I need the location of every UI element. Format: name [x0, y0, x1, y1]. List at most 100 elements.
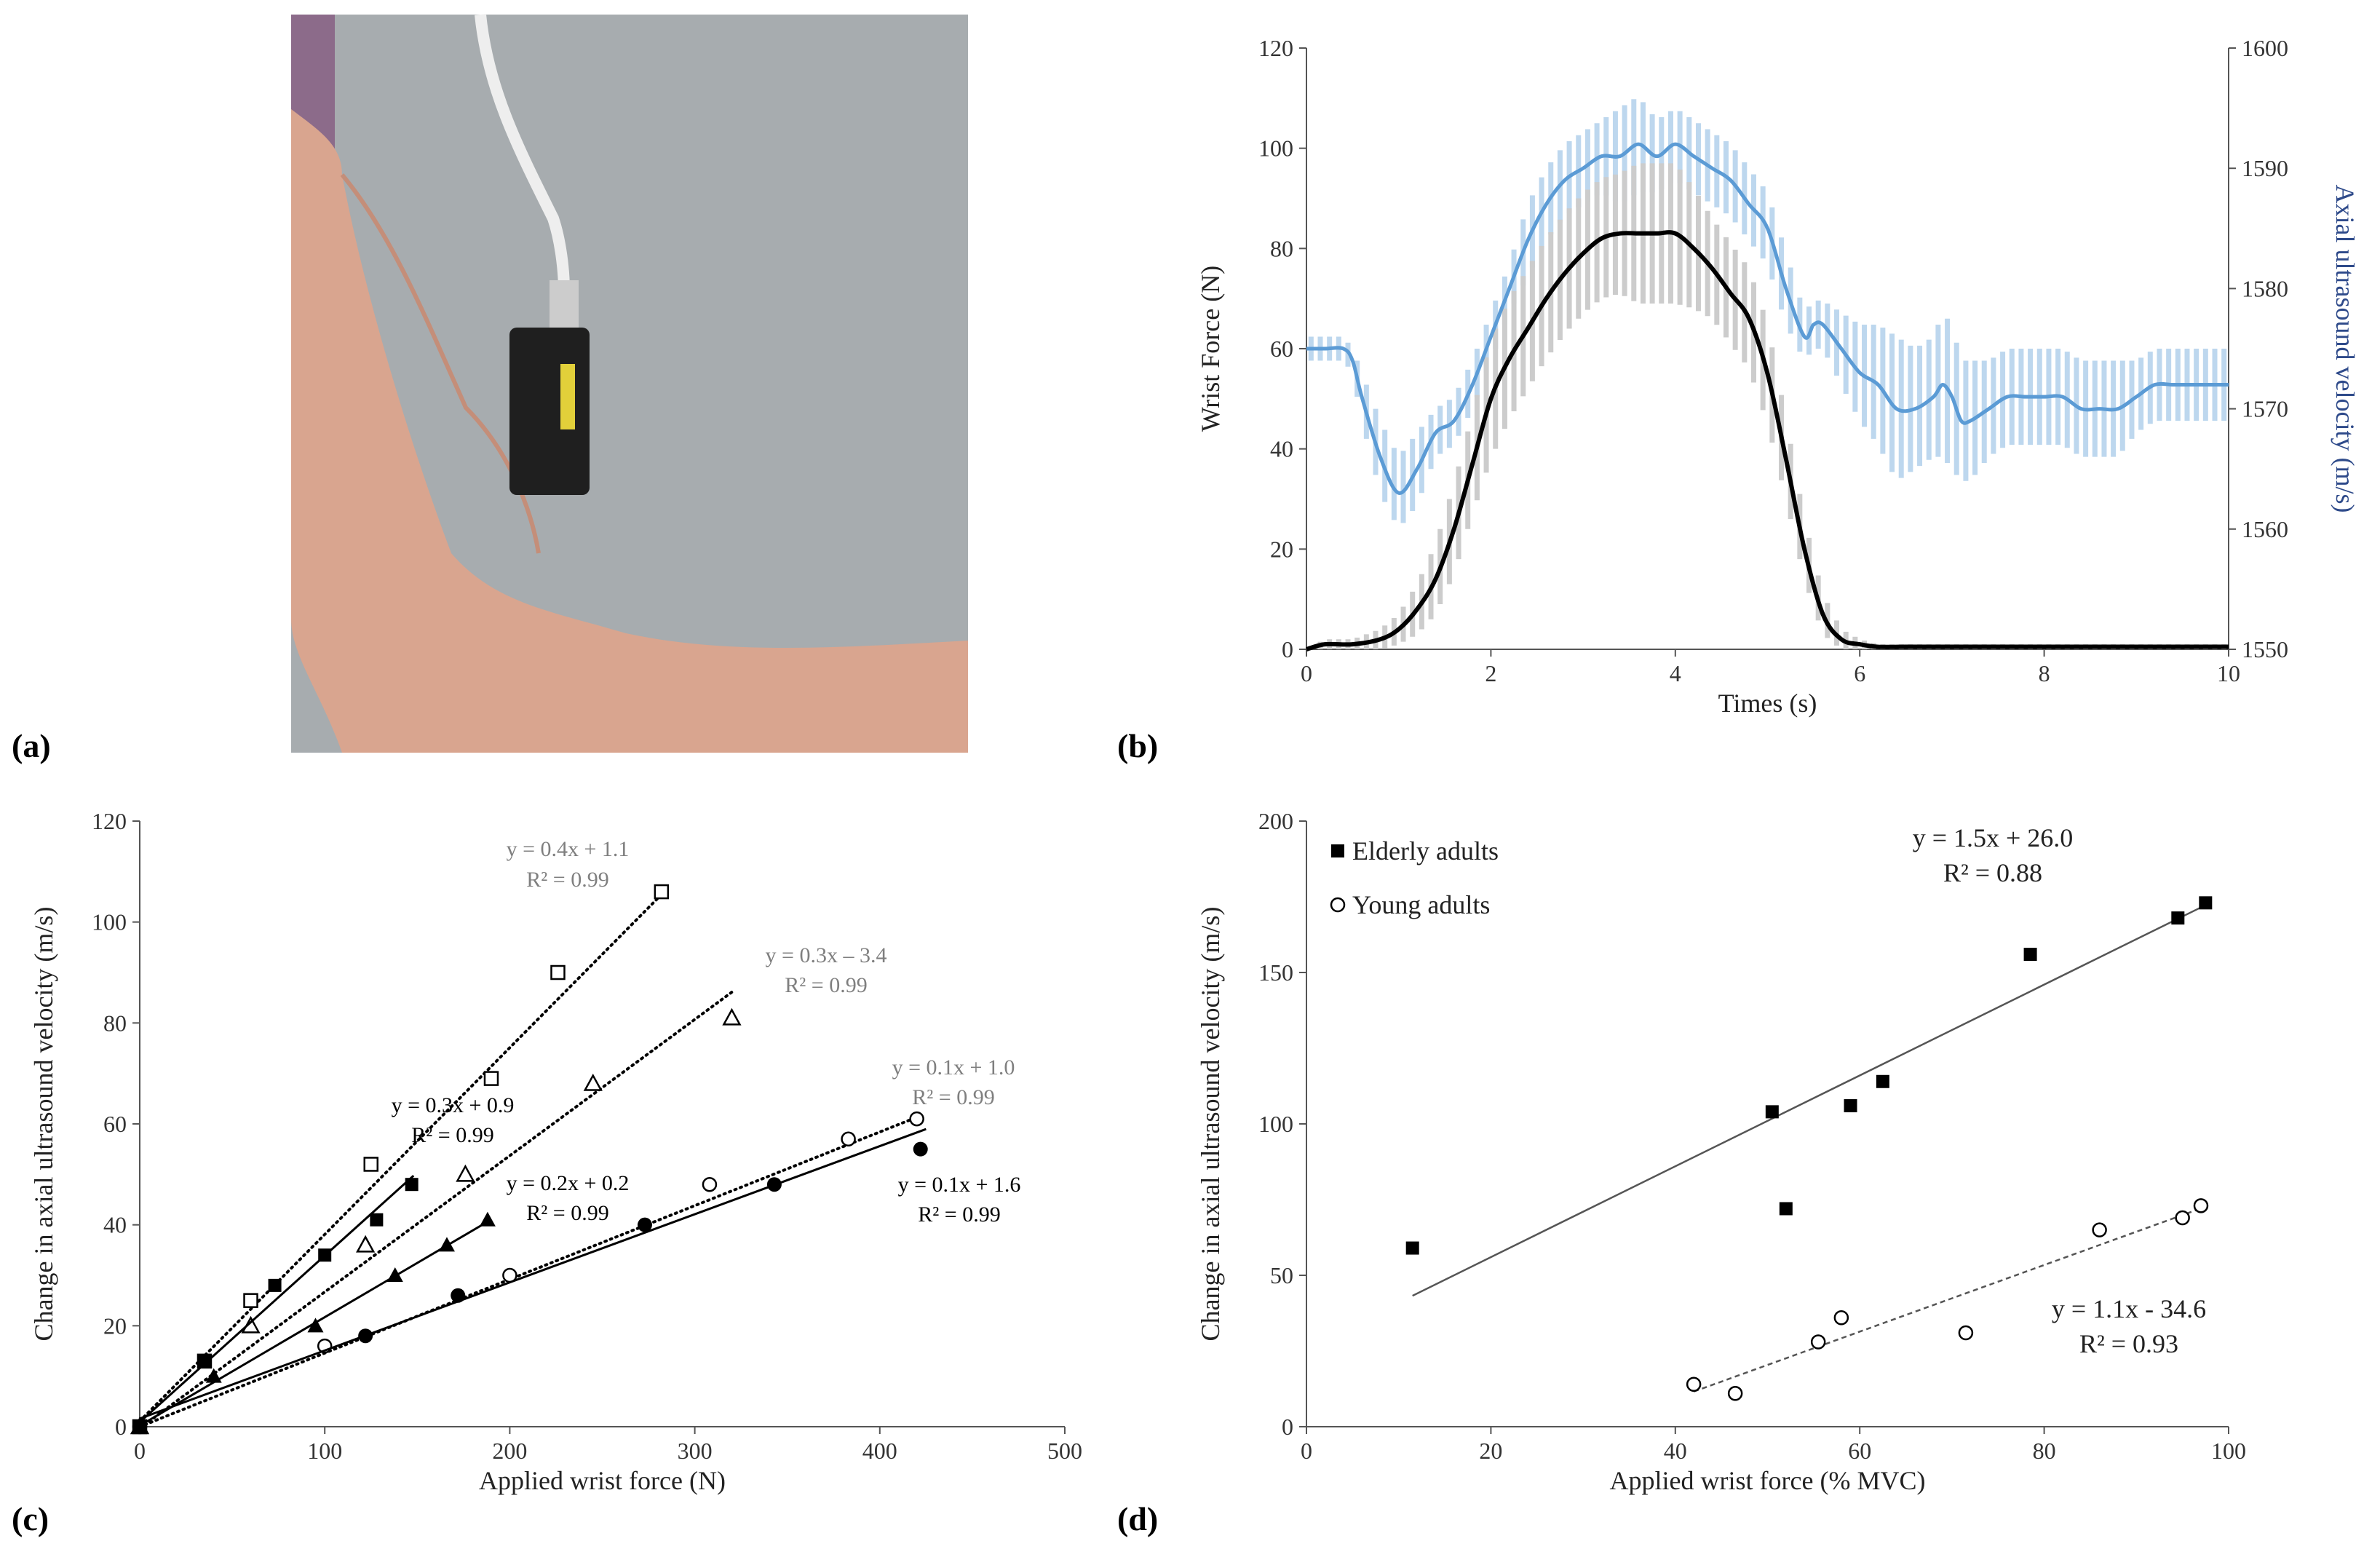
chart-b-y-tick-label: 120 — [1258, 35, 1293, 61]
chart-c-y-tick-label: 100 — [92, 909, 127, 935]
chart-b-y2-tick-label: 1580 — [2242, 275, 2288, 301]
data-point-open-squares — [363, 1157, 378, 1172]
probe-label-sticker — [560, 364, 575, 429]
probe-cable — [475, 14, 570, 292]
chart-c-x-tick-label: 200 — [492, 1438, 527, 1464]
chart-b-x-tick-label: 6 — [1854, 660, 1865, 686]
trendline-filled-squares — [138, 1175, 415, 1423]
trendline-young-adults — [1693, 1207, 2202, 1392]
data-point-filled-squares — [318, 1248, 332, 1262]
arm-probe-photo — [291, 14, 968, 753]
chart-c-x-tick-label: 400 — [862, 1438, 897, 1464]
data-point-open-circles — [841, 1131, 856, 1147]
chart-d-x-axis-label: Applied wrist force (% MVC) — [1610, 1466, 1926, 1495]
data-point-elderly-adults — [1844, 1099, 1857, 1113]
chart-d-x-tick-label: 60 — [1848, 1438, 1871, 1464]
trendline-r-squared: R² = 0.99 — [785, 973, 867, 997]
trendline-equation: y = 0.3x + 0.9 — [392, 1093, 515, 1117]
chart-c-y-tick-label: 0 — [115, 1414, 127, 1440]
chart-c-y-tick-label: 60 — [103, 1111, 127, 1137]
data-point-elderly-adults — [2023, 948, 2037, 962]
chart-b-y-tick-label: 100 — [1258, 135, 1293, 162]
data-point-elderly-adults — [1876, 1074, 1889, 1088]
chart-b-y-tick-label: 60 — [1270, 336, 1293, 362]
data-point-open-circles — [702, 1176, 718, 1192]
data-point-filled-squares — [268, 1278, 282, 1292]
chart-b-y2-tick-label: 1600 — [2242, 35, 2288, 61]
data-point-open-squares — [654, 884, 670, 900]
chart-b-x-tick-label: 8 — [2039, 660, 2050, 686]
data-point-open-triangles — [583, 1073, 603, 1091]
data-point-filled-circles — [451, 1288, 466, 1303]
chart-d-y-axis-label: Change in axial ultrasound velocity (m/s… — [1196, 907, 1225, 1342]
trendline-equation: y = 0.4x + 1.1 — [507, 837, 630, 861]
data-point-young-adults — [1686, 1376, 1702, 1392]
chart-b-y2-tick-label: 1560 — [2242, 516, 2288, 542]
chart-d-x-tick-label: 40 — [1664, 1438, 1687, 1464]
chart-b-x-tick-label: 4 — [1670, 660, 1681, 686]
arm-contour-line — [340, 173, 541, 554]
ultrasound-probe — [509, 328, 590, 495]
data-point-filled-circles — [132, 1419, 147, 1434]
panel-label-c: (c) — [12, 1500, 49, 1537]
trendline-elderly-adults — [1412, 906, 2202, 1297]
chart-b-y-tick-label: 80 — [1270, 235, 1293, 261]
data-point-elderly-adults — [1765, 1105, 1779, 1119]
data-point-young-adults — [2193, 1198, 2209, 1213]
chart-b-y2-tick-label: 1550 — [2242, 636, 2288, 662]
trendline-equation: y = 0.2x + 0.2 — [507, 1171, 630, 1195]
trendline-open-triangles — [138, 991, 734, 1430]
trendline-r-squared: R² = 0.99 — [918, 1203, 1000, 1227]
chart-b-y-tick-label: 0 — [1282, 636, 1293, 662]
velocity-series-line — [1306, 142, 2229, 495]
trendline-equation-young: y = 1.1x - 34.6 — [2052, 1294, 2206, 1323]
data-point-filled-triangles — [307, 1318, 324, 1333]
chart-c-x-tick-label: 100 — [307, 1438, 342, 1464]
data-point-open-triangles — [241, 1315, 261, 1334]
chart-b-x-tick-label: 0 — [1301, 660, 1312, 686]
data-point-elderly-adults — [2171, 911, 2185, 925]
panel-label-d: (d) — [1117, 1500, 1158, 1537]
trendline-open-squares — [138, 891, 665, 1423]
data-point-open-triangles — [456, 1164, 475, 1182]
legend-label-elderly: Elderly adults — [1352, 836, 1499, 865]
trendline-r-squared-young: R² = 0.93 — [2079, 1329, 2178, 1358]
chart-b-x-tick-label: 2 — [1485, 660, 1496, 686]
cable-connector — [550, 280, 579, 331]
chart-b-y2-tick-label: 1570 — [2242, 396, 2288, 422]
data-point-open-circles — [909, 1111, 924, 1127]
chart-c-x-tick-label: 0 — [134, 1438, 146, 1464]
data-point-filled-circles — [766, 1177, 782, 1192]
data-point-elderly-adults — [2199, 896, 2213, 910]
trendline-filled-circles — [139, 1128, 927, 1420]
panel-label-b: (b) — [1117, 727, 1158, 764]
data-point-open-squares — [243, 1293, 258, 1308]
chart-b-y-axis-label: Wrist Force (N) — [1196, 266, 1225, 432]
data-point-filled-circles — [358, 1328, 373, 1344]
data-point-open-squares — [483, 1071, 499, 1086]
panel-label-a: (a) — [12, 727, 51, 764]
chart-b-y2-tick-label: 1590 — [2242, 155, 2288, 181]
chart-c-x-tick-label: 300 — [678, 1438, 713, 1464]
data-point-filled-squares — [370, 1213, 384, 1227]
trendline-equation: y = 0.1x + 1.6 — [898, 1173, 1021, 1197]
data-point-filled-squares — [197, 1354, 211, 1368]
force-series-line — [1306, 230, 2229, 651]
data-point-young-adults — [1833, 1310, 1849, 1326]
data-point-open-triangles — [722, 1007, 742, 1026]
data-point-filled-circles — [913, 1141, 928, 1157]
chart-c-y-axis-label: Change in axial ultrasound velocity (m/s… — [29, 907, 58, 1342]
chart-c: 0 100 200 300 400 500 0 20 40 60 80 100 120 Applied w… — [29, 808, 1082, 1495]
data-point-filled-squares — [405, 1178, 419, 1192]
data-point-filled-triangles — [205, 1368, 222, 1383]
chart-d-y-tick-label: 150 — [1258, 959, 1293, 986]
chart-b-y-tick-label: 20 — [1270, 536, 1293, 562]
chart-c-y-tick-label: 80 — [103, 1010, 127, 1036]
data-point-young-adults — [1810, 1334, 1826, 1350]
chart-d-y-tick-label: 50 — [1270, 1262, 1293, 1288]
trendline-equation-elderly: y = 1.5x + 26.0 — [1913, 823, 2074, 852]
chart-c-y-tick-label: 120 — [92, 808, 127, 834]
data-point-open-triangles — [356, 1235, 376, 1253]
legend-marker-elderly — [1331, 844, 1344, 857]
